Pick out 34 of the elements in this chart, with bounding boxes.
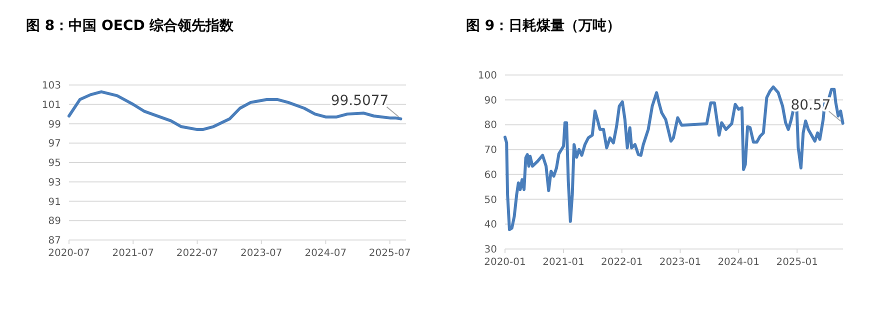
x-tick-label: 2022-07 [176,248,218,259]
y-tick-label: 101 [42,100,61,111]
chart-title: 图 9：日耗煤量（万吨） [466,18,621,34]
y-tick-label: 30 [484,244,497,256]
x-tick-label: 2020-01 [484,257,526,268]
y-tick-label: 93 [48,177,61,188]
x-tick-label: 2021-07 [112,248,154,259]
y-tick-label: 91 [48,196,61,208]
y-tick-label: 50 [484,194,497,206]
x-tick-label: 2025-01 [776,257,818,268]
annotation: 99.5077 [330,92,389,109]
y-tick-label: 103 [42,80,61,92]
y-tick-label: 70 [484,145,497,156]
y-tick-label: 89 [48,216,61,228]
chart-title: 图 8：中国 OECD 综合领先指数 [26,17,235,34]
x-tick-label: 2021-01 [542,257,584,268]
y-tick-label: 95 [48,158,61,169]
y-tick-label: 87 [48,236,61,246]
y-tick-label: 60 [484,170,497,181]
x-tick-label: 2020-07 [48,248,90,259]
y-tick-label: 100 [478,70,497,82]
x-tick-label: 2022-01 [600,257,643,268]
x-tick-label: 2024-07 [304,248,347,259]
x-tick-label: 2025-07 [368,248,411,259]
y-tick-label: 99 [48,119,61,130]
x-tick-label: 2023-07 [240,248,282,259]
line-series [504,85,844,232]
line-series [68,90,402,132]
y-tick-label: 80 [484,120,497,132]
y-tick-label: 40 [484,220,497,231]
x-tick-label: 2024-01 [718,257,760,268]
y-tick-label: 97 [48,138,61,150]
y-tick-label: 90 [484,95,497,106]
x-tick-label: 2023-01 [659,257,702,268]
